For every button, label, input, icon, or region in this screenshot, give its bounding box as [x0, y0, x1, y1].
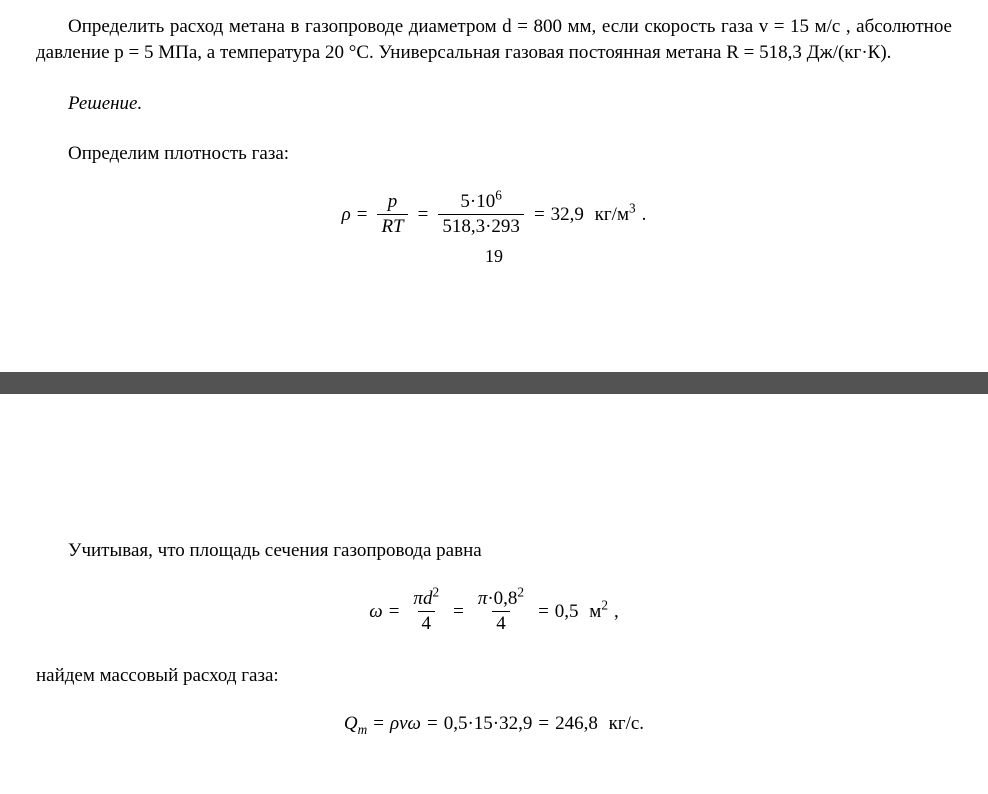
determine-density-text: Определим плотность газа: — [36, 143, 952, 165]
equals-7: = — [373, 713, 384, 735]
mass-flow-calc: 0,5·15·32,9 — [444, 713, 533, 735]
mass-flow-result: 246,8 — [555, 713, 598, 735]
page-divider — [0, 372, 988, 394]
period: . — [642, 204, 647, 226]
density-formula: ρ = p RT = 5·106 518,3·293 = 32,9 кг/м3. — [36, 191, 952, 238]
omega-symbol: ω — [369, 601, 382, 623]
equals-1: = — [357, 204, 368, 226]
problem-statement: Определить расход метана в газопроводе д… — [36, 14, 952, 65]
density-result: 32,9 — [551, 204, 584, 226]
fraction-pi08: π·0,82 4 — [474, 588, 528, 635]
numerator-p: p — [384, 191, 402, 214]
equals-3: = — [534, 204, 545, 226]
equals-6: = — [538, 601, 549, 623]
density-unit: кг/м3 — [590, 204, 636, 226]
rho-v-omega: ρvω — [390, 713, 421, 735]
rho-symbol: ρ — [342, 204, 351, 226]
fraction-p-rt: p RT — [377, 191, 407, 238]
solution-heading: Решение. — [36, 93, 952, 115]
equals-5: = — [453, 601, 464, 623]
area-text: Учитывая, что площадь сечения газопровод… — [36, 540, 952, 562]
area-unit: м2 — [585, 601, 608, 623]
numerator-pid2: πd2 — [409, 588, 443, 611]
comma: , — [614, 601, 619, 623]
denominator-4a: 4 — [418, 611, 436, 635]
q-symbol: Qm — [344, 713, 367, 735]
area-formula: ω = πd2 4 = π·0,82 4 = 0,5 м2, — [36, 588, 952, 635]
page-number: 19 — [36, 246, 952, 267]
equals-4: = — [389, 601, 400, 623]
area-result: 0,5 — [555, 601, 579, 623]
denominator-rt: RT — [377, 214, 407, 238]
problem-text-line1: Определить расход метана в газопроводе д… — [68, 16, 715, 37]
denominator-4b: 4 — [492, 611, 510, 635]
denominator-value: 518,3·293 — [438, 214, 524, 238]
numerator-value: 5·106 — [456, 191, 505, 214]
numerator-pi08: π·0,82 — [474, 588, 528, 611]
mass-flow-formula: Qm = ρvω = 0,5·15·32,9 = 246,8 кг/с. — [36, 713, 952, 735]
equals-9: = — [538, 713, 549, 735]
equals-2: = — [418, 204, 429, 226]
fraction-pid2-4: πd2 4 — [409, 588, 443, 635]
mass-flow-unit: кг/с. — [604, 713, 644, 735]
fraction-numeric: 5·106 518,3·293 — [438, 191, 524, 238]
equals-8: = — [427, 713, 438, 735]
mass-flow-text: найдем массовый расход газа: — [36, 665, 952, 687]
